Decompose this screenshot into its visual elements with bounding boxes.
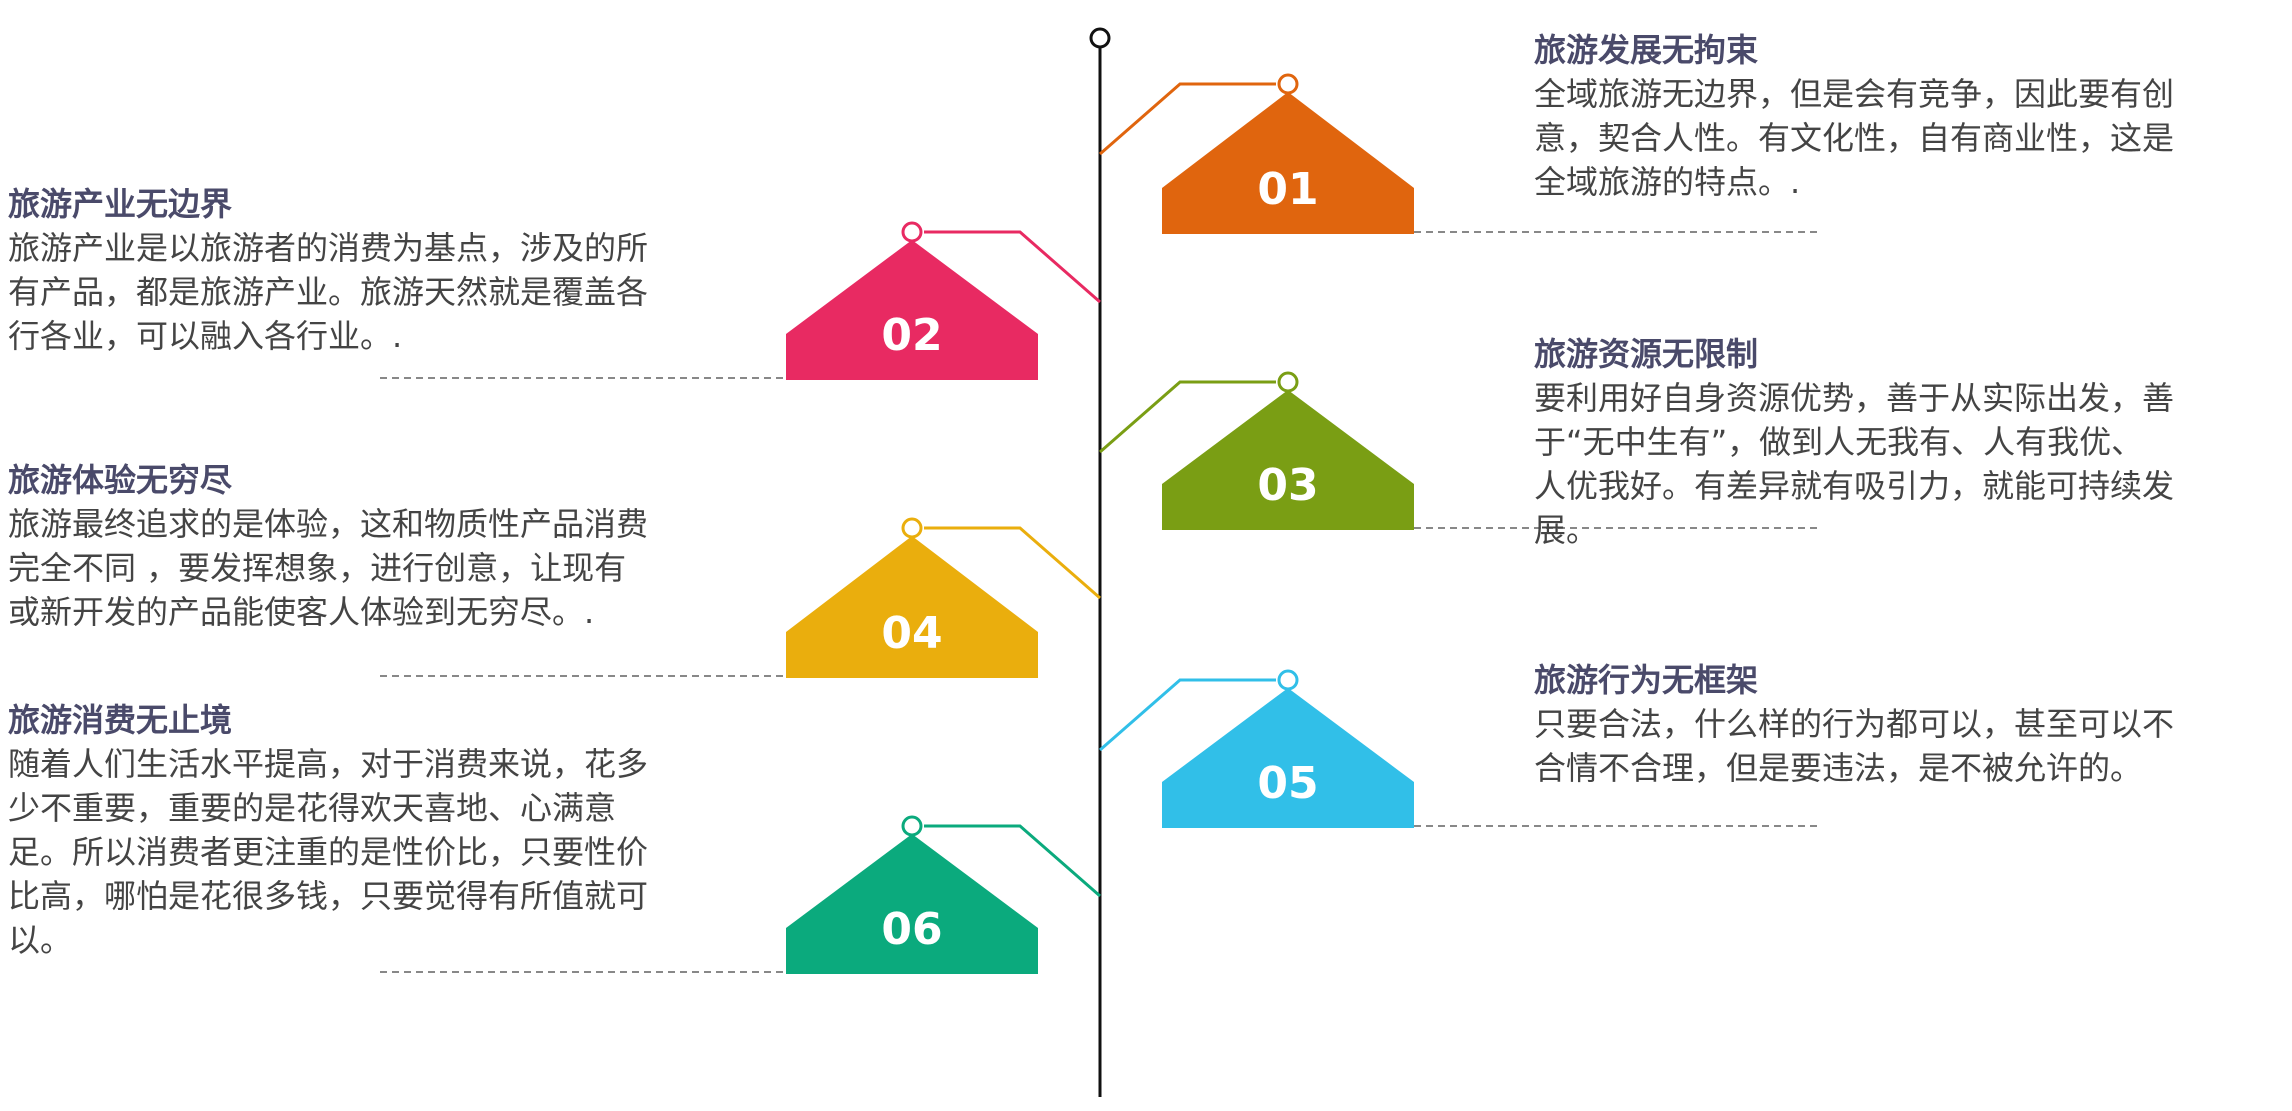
marker-05-connector [1099, 678, 1276, 752]
marker-03-shape [1162, 390, 1414, 530]
marker-05-shape [1162, 688, 1414, 828]
marker-01-shape [1162, 92, 1414, 234]
item-05-text: 旅游行为无框架 只要合法，什么样的行为都可以，甚至可以不合情不合理，但是要违法，… [1534, 658, 2174, 790]
timeline-start-dot [1089, 27, 1111, 49]
item-03-text: 旅游资源无限制 要利用好自身资源优势，善于从实际出发，善于“无中生有”，做到人无… [1534, 332, 2174, 552]
item-02-body: 旅游产业是以旅游者的消费为基点，涉及的所有产品，都是旅游产业。旅游天然就是覆盖各… [8, 229, 649, 355]
marker-04-connector [924, 526, 1101, 600]
marker-02-connector [924, 230, 1101, 304]
item-04-text: 旅游体验无穷尽 旅游最终追求的是体验，这和物质性产品消费完全不同 ，要发挥想象，… [8, 458, 648, 634]
item-05-title: 旅游行为无框架 [1534, 661, 1759, 699]
marker-02-shape [786, 240, 1038, 380]
item-02-text: 旅游产业无边界 旅游产业是以旅游者的消费为基点，涉及的所有产品，都是旅游产业。旅… [8, 182, 648, 358]
item-04-title: 旅游体验无穷尽 [8, 461, 233, 499]
marker-05-number: 05 [1257, 758, 1318, 809]
item-01-title: 旅游发展无拘束 [1534, 31, 1759, 69]
item-01-body: 全域旅游无边界，但是会有竞争，因此要有创意，契合人性。有文化性，自有商业性，这是… [1534, 75, 2175, 201]
item-04-body: 旅游最终追求的是体验，这和物质性产品消费完全不同 ，要发挥想象，进行创意，让现有… [8, 505, 649, 631]
item-01-text: 旅游发展无拘束 全域旅游无边界，但是会有竞争，因此要有创意，契合人性。有文化性，… [1534, 28, 2174, 204]
marker-06-shape [786, 834, 1038, 974]
marker-02-number: 02 [881, 310, 942, 361]
item-05-body: 只要合法，什么样的行为都可以，甚至可以不合情不合理，但是要违法，是不被允许的。 [1534, 705, 2175, 787]
marker-01-number: 01 [1257, 164, 1318, 215]
item-03-body: 要利用好自身资源优势，善于从实际出发，善于“无中生有”，做到人无我有、人有我优、… [1534, 379, 2175, 549]
marker-03-dot [1277, 371, 1299, 393]
marker-02-dot [901, 221, 923, 243]
marker-06-dot [901, 815, 923, 837]
marker-03-number: 03 [1257, 460, 1318, 511]
marker-03-connector [1099, 380, 1276, 454]
item-02-title: 旅游产业无边界 [8, 185, 233, 223]
item-06-body: 随着人们生活水平提高，对于消费来说，花多少不重要，重要的是花得欢天喜地、心满意足… [8, 745, 649, 959]
item-03-title: 旅游资源无限制 [1534, 335, 1759, 373]
marker-06-connector [924, 824, 1101, 898]
item-06-title: 旅游消费无止境 [8, 701, 233, 739]
item-06-text: 旅游消费无止境 随着人们生活水平提高，对于消费来说，花多少不重要，重要的是花得欢… [8, 698, 648, 962]
marker-01-connector [1099, 82, 1276, 156]
marker-06-number: 06 [881, 904, 942, 955]
marker-04-number: 04 [881, 608, 942, 659]
marker-05-dot [1277, 669, 1299, 691]
marker-04-shape [786, 536, 1038, 678]
marker-01-dot [1277, 73, 1299, 95]
marker-04-dot [901, 517, 923, 539]
